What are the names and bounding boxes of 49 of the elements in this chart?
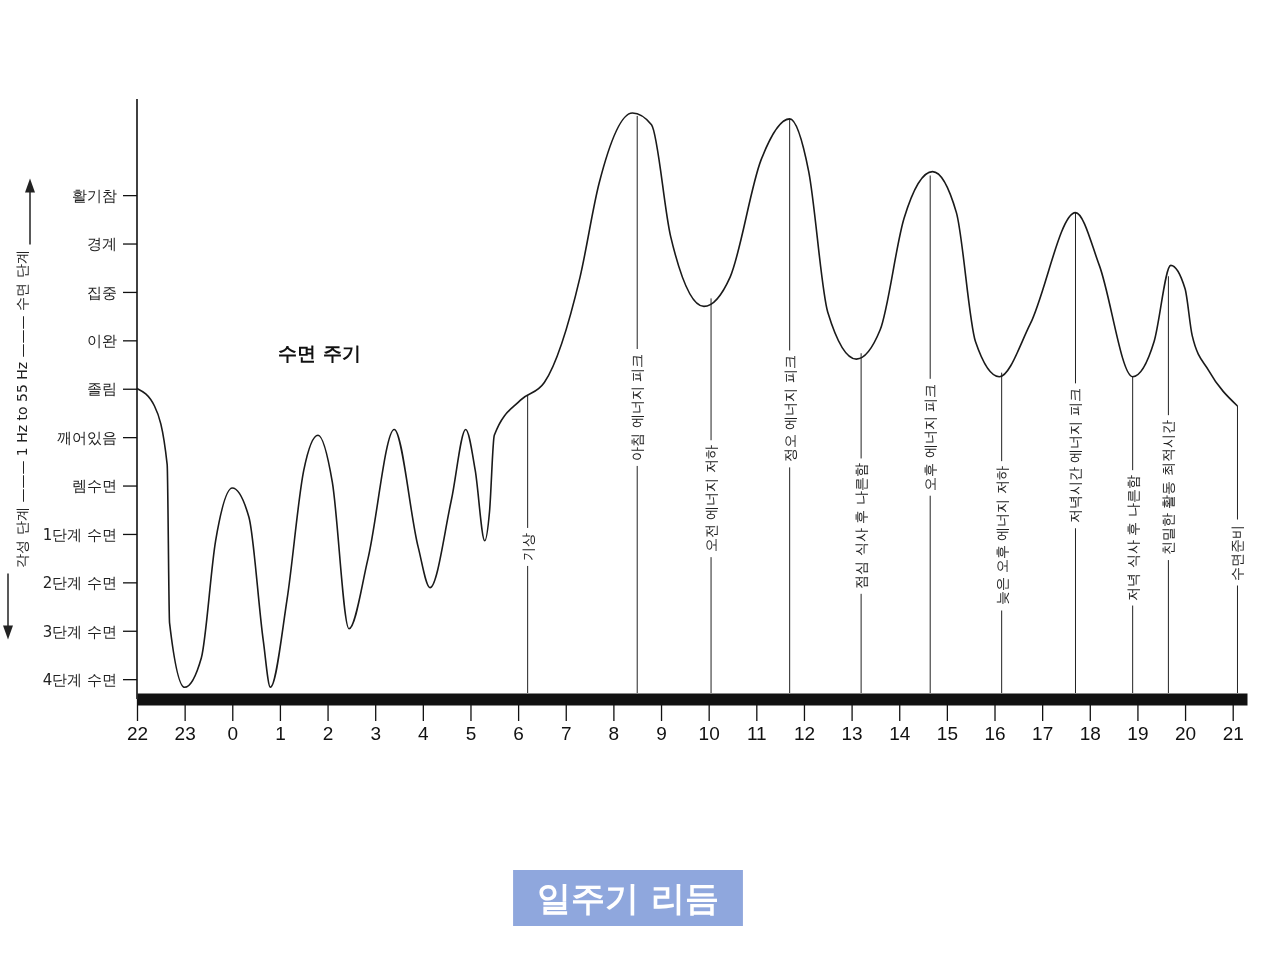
x-tick-label: 9 (656, 723, 667, 745)
x-tick-label: 17 (1032, 723, 1054, 745)
x-tick-label: 2 (322, 723, 334, 745)
category-label: 집중 (87, 283, 117, 302)
x-tick-label: 16 (984, 723, 1006, 745)
ref-line-label: 친밀한 활동 최적시간 (1160, 420, 1177, 556)
x-tick-label: 13 (841, 723, 863, 745)
ref-line-label: 저녁 식사 후 나른함 (1124, 475, 1141, 601)
x-tick-label: 20 (1175, 723, 1197, 745)
x-tick-label: 0 (227, 723, 239, 745)
category-label: 렘수면 (72, 477, 117, 496)
ref-line-label: 기상 (519, 532, 536, 561)
ref-line-label: 점심 식사 후 나른함 (853, 463, 870, 589)
ref-line-label: 오후 에너지 피크 (922, 383, 939, 491)
x-tick-label: 5 (465, 723, 477, 745)
x-tick-label: 18 (1079, 723, 1101, 745)
x-tick-label: 12 (793, 723, 816, 745)
x-tick-label: 22 (126, 723, 149, 745)
category-label: 깨어있음 (57, 428, 117, 447)
x-tick-label: 7 (560, 723, 572, 745)
ref-line-label: 수면준비 (1229, 524, 1246, 581)
ref-line-label: 정오 에너지 피크 (781, 355, 798, 463)
text: 각성 단계 ——— 1 Hz to 55 Hz ——— 수면 단계 (13, 250, 30, 568)
x-tick-label: 19 (1127, 723, 1149, 745)
category-label: 활기참 (72, 186, 117, 205)
annotation: 수면 주기 (278, 342, 361, 364)
text: 일주기 리듬 (537, 877, 719, 918)
x-tick-label: 15 (936, 723, 958, 745)
x-tick-label: 21 (1222, 723, 1244, 745)
x-tick-label: 14 (889, 723, 911, 745)
ref-line-label: 저녁시간 에너지 피크 (1067, 388, 1084, 524)
category-label: 졸림 (87, 380, 117, 399)
x-tick-label: 4 (418, 723, 430, 745)
category-label: 이완 (87, 332, 117, 351)
x-tick-label: 8 (608, 723, 620, 745)
x-tick-label: 11 (746, 723, 767, 745)
ref-line-label: 아침 에너지 피크 (629, 354, 646, 461)
x-tick-label: 10 (698, 723, 720, 745)
x-tick-label: 23 (174, 723, 196, 745)
x-tick-label: 6 (513, 723, 524, 745)
category-label: 1단계 수면 (42, 525, 117, 544)
ref-line-label: 오전 에너지 저하 (702, 445, 719, 553)
category-label: 4단계 수면 (42, 670, 117, 689)
category-label: 2단계 수면 (42, 574, 117, 593)
category-label: 경계 (87, 235, 117, 254)
category-label: 3단계 수면 (42, 622, 117, 641)
x-tick-label: 3 (370, 723, 381, 745)
ref-line-label: 늦은 오후 에너지 저하 (993, 466, 1010, 606)
x-tick-label: 1 (275, 723, 286, 745)
